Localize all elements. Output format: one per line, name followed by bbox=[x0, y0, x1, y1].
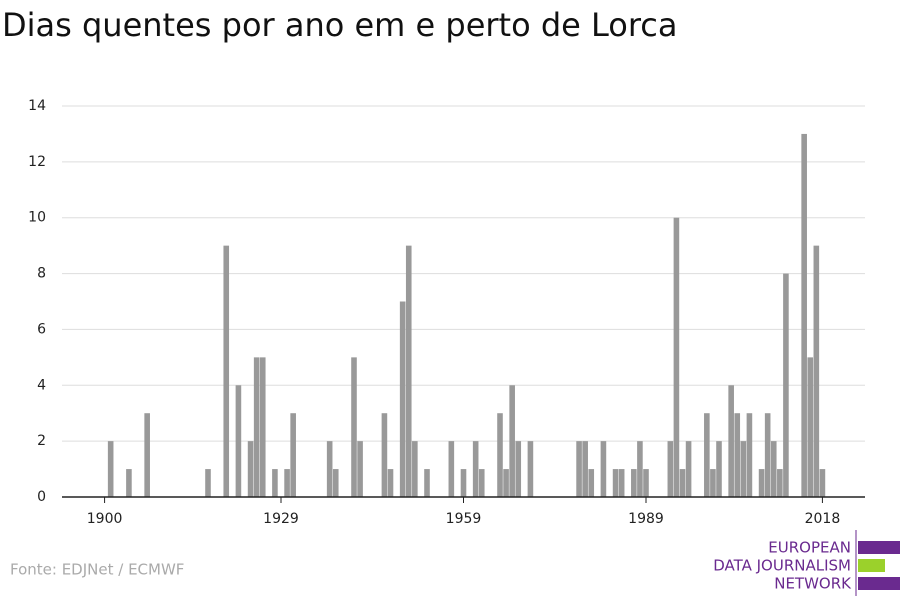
bar bbox=[326, 441, 333, 497]
chart-title: Dias quentes por ano em e perto de Lorca bbox=[2, 6, 678, 44]
bar bbox=[746, 413, 753, 497]
bar bbox=[460, 469, 467, 497]
bar bbox=[588, 469, 595, 497]
x-tick-label: 1959 bbox=[446, 511, 482, 527]
bar bbox=[618, 469, 625, 497]
bar bbox=[758, 469, 765, 497]
bar bbox=[710, 469, 716, 497]
logo-text: DATA JOURNALISM bbox=[713, 557, 851, 575]
bar bbox=[472, 441, 479, 497]
logo-text: NETWORK bbox=[774, 575, 852, 593]
logo-text: EUROPEAN bbox=[768, 539, 851, 557]
bar bbox=[509, 385, 515, 497]
bar bbox=[515, 441, 522, 497]
bar bbox=[527, 441, 534, 497]
bar bbox=[600, 441, 607, 497]
bar bbox=[290, 413, 296, 497]
bar bbox=[704, 413, 710, 497]
bar bbox=[764, 413, 771, 497]
bar bbox=[247, 441, 254, 497]
bar bbox=[126, 469, 132, 497]
x-tick-label: 1900 bbox=[87, 511, 123, 527]
logo-bar bbox=[858, 559, 885, 572]
bar bbox=[497, 413, 503, 497]
bar bbox=[381, 413, 388, 497]
y-tick-label: 10 bbox=[28, 210, 46, 226]
bar bbox=[667, 441, 674, 497]
bar bbox=[783, 273, 789, 497]
bar bbox=[819, 469, 826, 497]
x-tick-label: 1989 bbox=[628, 511, 664, 527]
bar bbox=[770, 441, 777, 497]
bar bbox=[253, 357, 260, 497]
bar bbox=[272, 469, 278, 497]
bar bbox=[679, 469, 686, 497]
bar bbox=[424, 469, 430, 497]
bar bbox=[235, 385, 242, 497]
bar bbox=[332, 469, 339, 497]
bar bbox=[503, 469, 509, 497]
bar bbox=[673, 217, 680, 497]
bar bbox=[807, 357, 814, 497]
y-tick-label: 12 bbox=[28, 154, 46, 170]
y-tick-label: 8 bbox=[37, 266, 46, 282]
bar bbox=[205, 469, 211, 497]
y-tick-label: 0 bbox=[37, 489, 46, 505]
y-tick-label: 14 bbox=[28, 98, 46, 114]
bar bbox=[582, 441, 588, 497]
x-tick-label: 1929 bbox=[263, 511, 299, 527]
bar bbox=[478, 469, 485, 497]
bar bbox=[777, 469, 783, 497]
bar bbox=[643, 469, 649, 497]
y-tick-label: 2 bbox=[37, 433, 46, 449]
bar bbox=[412, 441, 418, 497]
bar bbox=[357, 441, 363, 497]
bar bbox=[728, 385, 734, 497]
bar bbox=[144, 413, 150, 497]
bar bbox=[813, 245, 820, 497]
bar bbox=[612, 469, 619, 497]
bar bbox=[399, 301, 406, 497]
bar bbox=[259, 357, 266, 497]
bar bbox=[576, 441, 582, 497]
source: Fonte: EDJNet / ECMWF bbox=[10, 561, 184, 579]
bar bbox=[740, 441, 747, 497]
bar bbox=[284, 469, 290, 497]
logo-bar bbox=[858, 577, 900, 590]
bar bbox=[448, 441, 455, 497]
x-tick-label: 2018 bbox=[805, 511, 841, 527]
y-tick-label: 4 bbox=[37, 377, 46, 393]
bar bbox=[631, 469, 637, 497]
bar bbox=[107, 441, 114, 497]
bar bbox=[734, 413, 741, 497]
bar bbox=[223, 245, 230, 497]
bar bbox=[716, 441, 722, 497]
bar bbox=[637, 441, 643, 497]
bar bbox=[387, 469, 394, 497]
bar bbox=[351, 357, 357, 497]
bar bbox=[405, 245, 412, 497]
bar bbox=[801, 133, 807, 497]
y-tick-label: 6 bbox=[37, 321, 46, 337]
logo-bar bbox=[858, 541, 900, 554]
bar bbox=[685, 441, 692, 497]
